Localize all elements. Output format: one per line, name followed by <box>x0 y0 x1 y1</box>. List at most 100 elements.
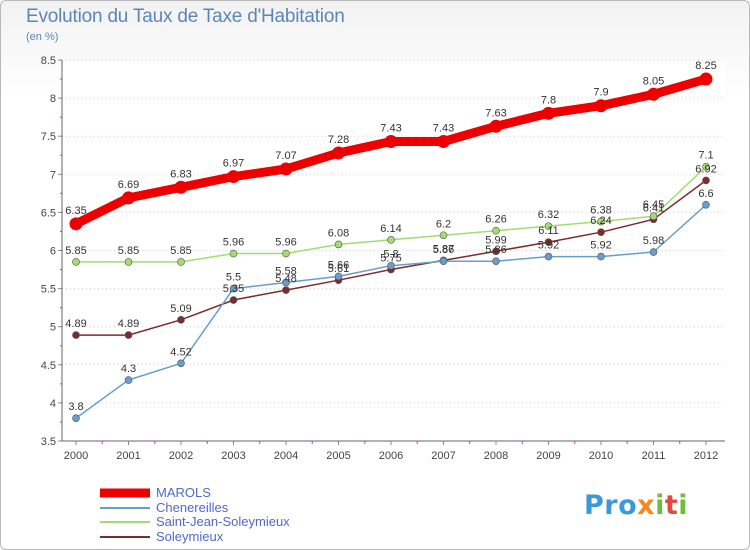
data-point <box>282 286 290 294</box>
x-tick-label: 2009 <box>536 450 560 462</box>
data-point <box>72 331 80 339</box>
data-point <box>334 240 343 249</box>
data-point <box>174 180 188 194</box>
data-point <box>279 162 293 176</box>
data-point <box>69 217 83 231</box>
x-tick-label: 2005 <box>326 450 350 462</box>
data-label: 7.63 <box>485 107 506 119</box>
data-label: 7.9 <box>593 87 608 99</box>
data-point <box>597 228 605 237</box>
x-tick-label: 2002 <box>169 450 193 462</box>
data-label: 6.69 <box>118 179 139 191</box>
data-label: 5.35 <box>223 283 244 295</box>
data-label: 6.45 <box>643 199 664 211</box>
data-point <box>702 162 710 171</box>
data-label: 7.8 <box>541 94 556 106</box>
data-label: 5.85 <box>65 245 86 257</box>
data-label: 4.89 <box>118 318 139 330</box>
data-point <box>702 176 710 185</box>
data-label: 5.96 <box>223 237 244 249</box>
data-label: 5.92 <box>538 240 559 252</box>
y-tick-label: 5.5 <box>41 284 56 296</box>
data-label: 6.83 <box>170 168 191 180</box>
data-point <box>492 257 500 265</box>
legend-swatch <box>100 521 150 524</box>
data-label: 8.05 <box>643 75 664 87</box>
data-label: 5.66 <box>328 259 349 271</box>
data-label: 6.08 <box>328 227 349 239</box>
data-label: 4.89 <box>65 318 86 330</box>
data-point <box>177 258 185 266</box>
proxiti-logo: Proxiti <box>584 490 689 521</box>
data-point <box>492 247 500 256</box>
data-label: 5.92 <box>590 240 611 252</box>
data-label: 6.38 <box>590 205 611 217</box>
data-label: 6.14 <box>380 223 401 235</box>
y-tick-label: 6.5 <box>41 207 56 219</box>
chart-title: Evolution du Taux de Taxe d'Habitation <box>26 6 345 27</box>
data-point <box>437 135 450 149</box>
y-tick-label: 5 <box>50 322 56 334</box>
x-tick-label: 2004 <box>274 450 298 462</box>
data-label: 5.87 <box>433 243 454 255</box>
data-point <box>227 170 240 184</box>
series-marols <box>69 72 713 231</box>
legend-label: Saint-Jean-Soleymieux <box>156 514 290 529</box>
x-tick-label: 2000 <box>64 450 88 462</box>
data-point <box>124 258 133 266</box>
data-point <box>544 238 553 246</box>
data-label: 5.8 <box>383 249 398 261</box>
data-label: 3.8 <box>68 401 83 413</box>
legend-swatch <box>100 535 150 538</box>
data-label: 6.11 <box>538 225 559 237</box>
data-point <box>177 359 185 368</box>
x-tick-label: 2010 <box>589 450 613 462</box>
data-label: 6.32 <box>538 209 559 221</box>
data-point <box>489 119 503 133</box>
data-point <box>492 226 500 235</box>
series-chenereilles <box>72 200 710 422</box>
data-label: 5.58 <box>275 266 296 278</box>
data-point <box>702 200 710 209</box>
data-label: 5.98 <box>643 235 664 247</box>
data-label: 5.75 <box>380 253 401 265</box>
data-point <box>334 272 343 281</box>
data-point <box>72 414 80 422</box>
legend-label: Soleymieux <box>156 528 224 544</box>
data-point <box>649 248 658 256</box>
data-point <box>229 296 238 304</box>
data-label: 5.61 <box>328 263 349 275</box>
legend-swatch <box>100 506 150 509</box>
data-label: 6.35 <box>65 205 86 217</box>
data-point <box>332 146 345 160</box>
data-label: 7.07 <box>275 150 296 162</box>
data-label: 5.99 <box>485 234 506 246</box>
data-point <box>649 212 658 221</box>
series-saint-jean-soleymieux <box>72 162 710 266</box>
data-point <box>439 231 448 240</box>
data-point <box>229 284 238 293</box>
data-point <box>544 252 553 261</box>
y-tick-label: 8 <box>50 93 56 105</box>
data-point <box>597 252 605 261</box>
x-tick-label: 2008 <box>484 450 508 462</box>
y-tick-label: 4.5 <box>41 360 56 372</box>
chart-subtitle: (en %) <box>26 31 59 43</box>
data-label: 8.25 <box>695 60 716 72</box>
data-point <box>594 99 608 113</box>
data-label: 6.41 <box>643 202 664 214</box>
data-label: 5.86 <box>485 244 506 256</box>
data-point <box>124 376 133 384</box>
y-tick-label: 7.5 <box>41 131 56 143</box>
y-tick-label: 3.5 <box>41 436 56 448</box>
y-tick-label: 7 <box>50 169 56 181</box>
data-point <box>122 191 135 205</box>
data-label: 5.85 <box>170 245 191 257</box>
data-label: 5.09 <box>170 303 191 315</box>
y-tick-label: 4 <box>50 398 56 410</box>
legend-label: Chenereilles <box>156 499 229 515</box>
data-label: 6.97 <box>223 158 244 170</box>
data-label: 5.5 <box>226 272 241 284</box>
data-point <box>387 261 395 270</box>
